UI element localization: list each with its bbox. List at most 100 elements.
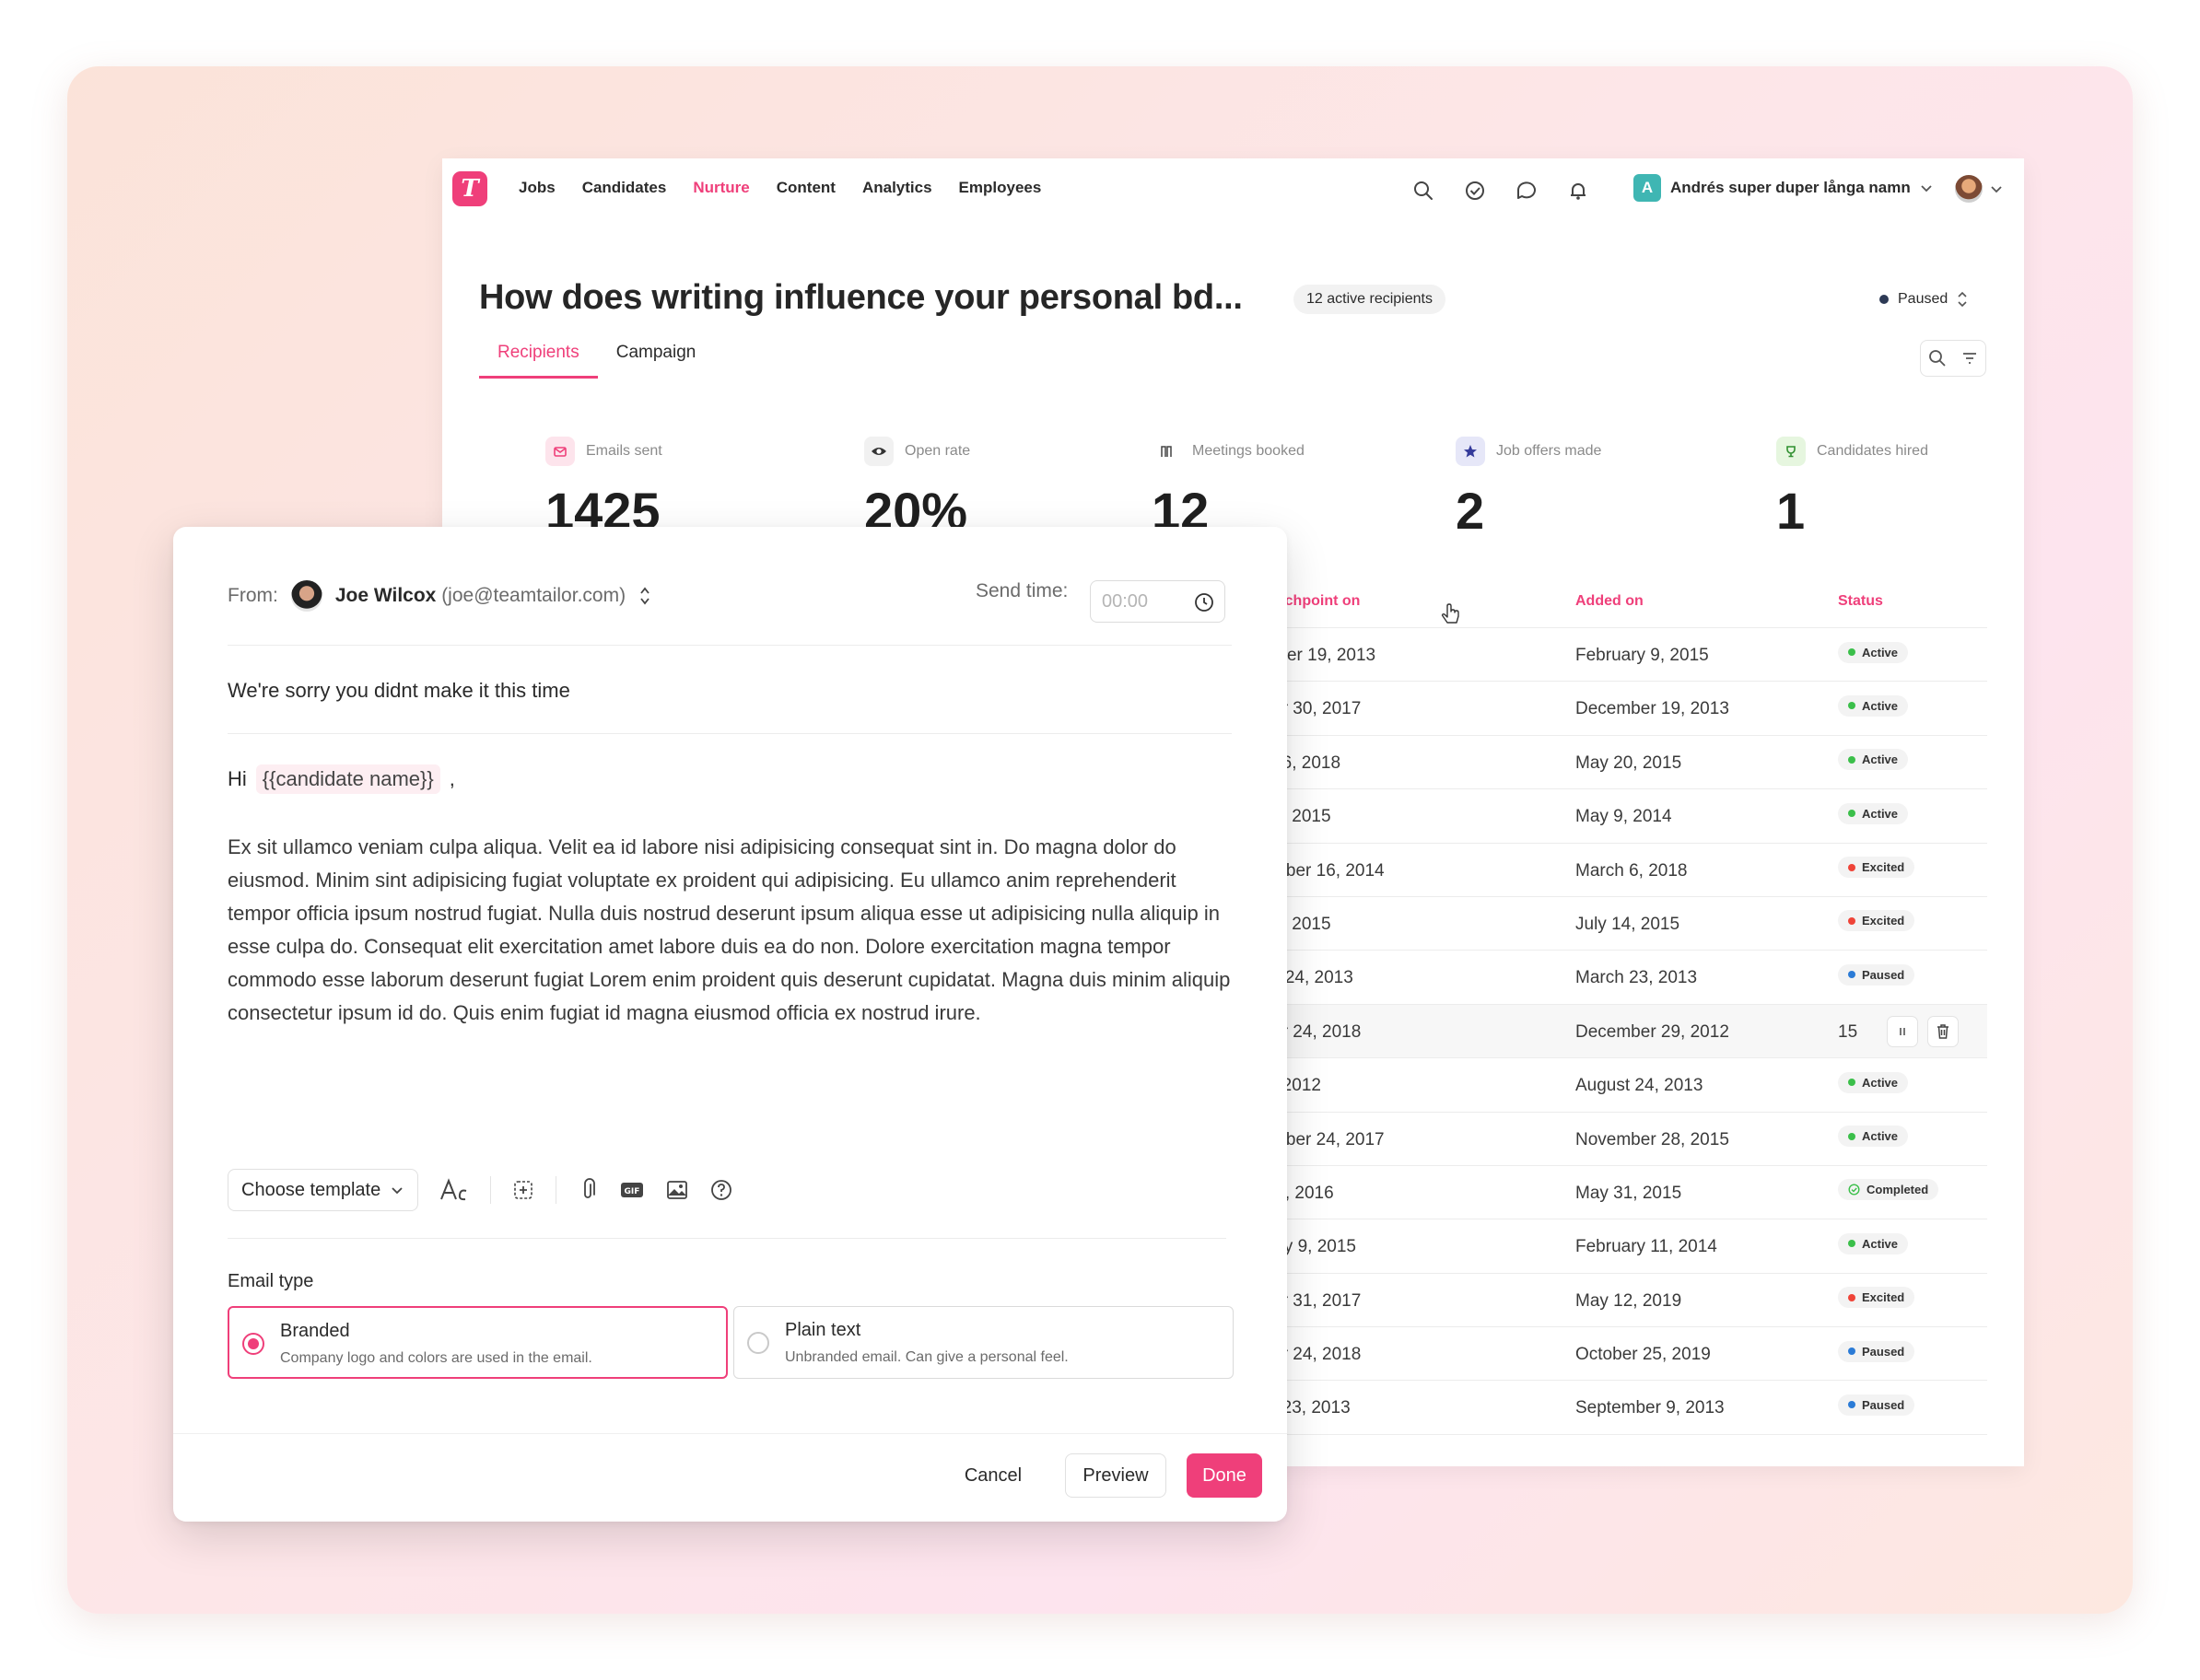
sender-name: Joe Wilcox bbox=[334, 585, 437, 606]
tab-recipients[interactable]: Recipients bbox=[479, 343, 598, 379]
table-tools bbox=[1920, 340, 1986, 377]
email-type-branded[interactable]: Branded Company logo and colors are used… bbox=[228, 1306, 728, 1379]
cell-added-on: May 31, 2015 bbox=[1575, 1183, 1682, 1203]
stat-label: Emails sent bbox=[586, 443, 662, 459]
header-added-on[interactable]: Added on bbox=[1575, 593, 1644, 609]
sender-avatar bbox=[290, 580, 322, 612]
cell-added-on: February 9, 2015 bbox=[1575, 646, 1709, 665]
cancel-button[interactable]: Cancel bbox=[964, 1464, 1023, 1486]
status-badge: Active bbox=[1838, 802, 1909, 824]
insert-variable-icon[interactable] bbox=[511, 1178, 535, 1202]
stat-label: Candidates hired bbox=[1817, 443, 1928, 459]
send-time-placeholder: 00:00 bbox=[1102, 591, 1149, 612]
top-navigation: T Jobs Candidates Nurture Content Analyt… bbox=[442, 158, 2024, 219]
radio-unselected[interactable] bbox=[747, 1332, 769, 1354]
send-time-input[interactable]: 00:00 bbox=[1090, 580, 1225, 623]
account-switcher[interactable]: A Andrés super duper långa namn bbox=[1633, 174, 1933, 202]
hand-cursor-icon bbox=[1441, 603, 1459, 624]
user-name: Andrés super duper långa namn bbox=[1670, 179, 1911, 196]
clock-icon bbox=[1195, 593, 1213, 612]
trophy-icon bbox=[1776, 437, 1806, 466]
status-label: Excited bbox=[1862, 860, 1905, 875]
table-row[interactable]: / 31, 2015 July 14, 2015 Excited bbox=[442, 897, 1987, 951]
text-format-icon[interactable] bbox=[439, 1176, 470, 1204]
greeting-line[interactable]: Hi {{candidate name}} , bbox=[228, 764, 455, 794]
cell-added-on: December 29, 2012 bbox=[1575, 1021, 1729, 1042]
meeting-icon bbox=[1152, 437, 1181, 466]
sort-arrows-icon[interactable] bbox=[638, 585, 651, 607]
preview-button[interactable]: Preview bbox=[1065, 1453, 1166, 1498]
sender-select[interactable]: Joe Wilcox (joe@teamtailor.com) bbox=[335, 585, 626, 607]
search-icon[interactable] bbox=[1410, 177, 1437, 204]
status-dot bbox=[1848, 1132, 1855, 1140]
tab-campaign[interactable]: Campaign bbox=[615, 343, 696, 362]
greeting-text: Hi bbox=[228, 767, 247, 790]
filter-icon[interactable] bbox=[1960, 349, 1979, 368]
help-icon[interactable] bbox=[709, 1178, 733, 1202]
search-icon[interactable] bbox=[1927, 348, 1948, 368]
chevron-down-icon[interactable] bbox=[1990, 179, 2003, 199]
check-circle-icon[interactable] bbox=[1461, 177, 1489, 204]
status-dot bbox=[1848, 1401, 1855, 1409]
status-badge: Excited bbox=[1838, 910, 1915, 932]
cell-added-on: February 11, 2014 bbox=[1575, 1237, 1717, 1257]
choose-template-select[interactable]: Choose template bbox=[228, 1169, 419, 1211]
status-label: Paused bbox=[1862, 1397, 1905, 1412]
status-label: Completed bbox=[1866, 1182, 1929, 1196]
cell-added-on: May 9, 2014 bbox=[1575, 807, 1672, 827]
status-dot bbox=[1848, 755, 1855, 764]
image-icon[interactable] bbox=[665, 1178, 689, 1202]
template-select-label: Choose template bbox=[241, 1179, 381, 1200]
bell-icon[interactable] bbox=[1564, 177, 1592, 204]
delete-button[interactable] bbox=[1927, 1015, 1959, 1047]
status-badge: Active bbox=[1838, 749, 1909, 771]
nav-content[interactable]: Content bbox=[776, 179, 836, 196]
status-badge: Excited bbox=[1838, 1287, 1915, 1309]
footer-divider bbox=[173, 1433, 1287, 1434]
email-type-plain-text[interactable]: Plain text Unbranded email. Can give a p… bbox=[733, 1306, 1234, 1379]
option-title: Branded bbox=[280, 1321, 350, 1341]
nav-analytics[interactable]: Analytics bbox=[861, 179, 932, 196]
radio-selected[interactable] bbox=[242, 1333, 264, 1355]
eye-icon bbox=[864, 437, 894, 466]
nav-nurture[interactable]: Nurture bbox=[693, 179, 750, 196]
candidate-name-token[interactable]: {{candidate name}} bbox=[255, 764, 440, 794]
status-badge: Active bbox=[1838, 1071, 1909, 1093]
status-dot bbox=[1848, 648, 1855, 656]
subject-field[interactable]: We're sorry you didnt make it this time bbox=[228, 679, 570, 702]
status-dot bbox=[1848, 863, 1855, 871]
compose-email-modal: From: Joe Wilcox (joe@teamtailor.com) Se… bbox=[173, 527, 1287, 1522]
status-dot bbox=[1848, 702, 1855, 710]
nav-jobs[interactable]: Jobs bbox=[519, 179, 556, 196]
nav-employees[interactable]: Employees bbox=[958, 179, 1042, 196]
status-label: Active bbox=[1862, 1075, 1899, 1090]
nav-candidates[interactable]: Candidates bbox=[581, 179, 667, 196]
svg-text:GIF: GIF bbox=[625, 1187, 640, 1196]
status-badge: Paused bbox=[1838, 1340, 1915, 1362]
editor-toolbar: Choose template GIF bbox=[228, 1169, 733, 1211]
chat-icon[interactable] bbox=[1513, 177, 1540, 204]
row-actions bbox=[1887, 1015, 1959, 1047]
status-badge: Active bbox=[1838, 694, 1909, 717]
gif-icon[interactable]: GIF bbox=[619, 1179, 645, 1201]
user-avatar[interactable] bbox=[1955, 175, 1983, 203]
star-icon bbox=[1456, 437, 1485, 466]
cell-count: 15 bbox=[1838, 1021, 1858, 1042]
cell-added-on: October 25, 2019 bbox=[1575, 1345, 1711, 1365]
mail-icon bbox=[545, 437, 575, 466]
attachment-icon[interactable] bbox=[577, 1177, 599, 1203]
status-label: Excited bbox=[1862, 1290, 1905, 1305]
cell-added-on: August 24, 2013 bbox=[1575, 1076, 1703, 1096]
email-body[interactable]: Ex sit ullamco veniam culpa aliqua. Veli… bbox=[228, 835, 1231, 1024]
status-badge: Paused bbox=[1838, 963, 1915, 986]
divider bbox=[228, 645, 1232, 646]
teamtailor-logo[interactable]: T bbox=[452, 171, 487, 206]
header-status[interactable]: Status bbox=[1838, 593, 1883, 609]
divider bbox=[228, 733, 1232, 734]
status-select[interactable]: Paused bbox=[1879, 290, 1968, 309]
status-badge: Active bbox=[1838, 1126, 1909, 1148]
pause-button[interactable] bbox=[1887, 1015, 1918, 1047]
send-time-label: Send time: bbox=[976, 580, 1069, 601]
done-button[interactable]: Done bbox=[1187, 1453, 1262, 1498]
tab-bar: Recipients Campaign bbox=[479, 343, 714, 379]
